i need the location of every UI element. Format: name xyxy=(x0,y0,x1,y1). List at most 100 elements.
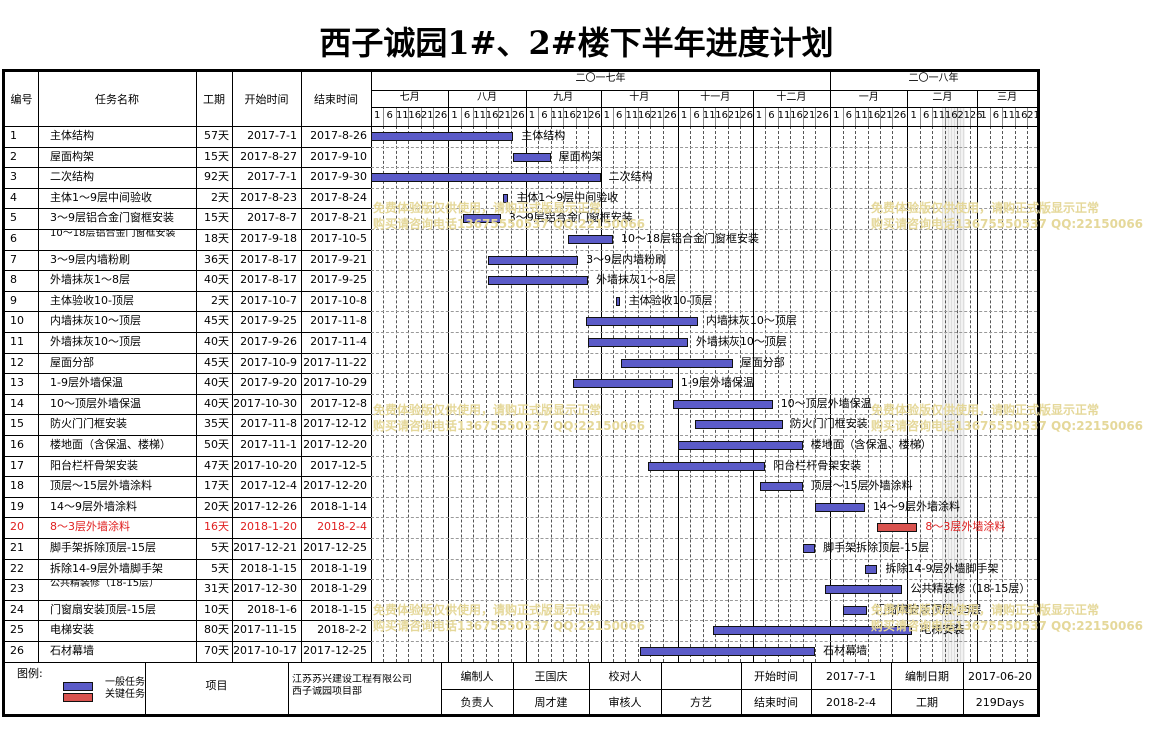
month-divider xyxy=(752,90,754,662)
task-end: 2017-9-10 xyxy=(310,149,367,163)
day-tick: 6 xyxy=(693,110,700,121)
task-start: 2017-9-20 xyxy=(240,376,297,390)
task-name: 楼地面（含保温、楼梯） xyxy=(50,438,171,451)
day-tick-line xyxy=(919,107,921,126)
column-divider xyxy=(38,72,39,662)
day-tick-line xyxy=(420,107,422,126)
day-tick-line xyxy=(613,107,614,126)
task-duration: 16天 xyxy=(204,520,229,534)
watermark-line-2: 购买请咨询电话13675550537 QQ:22150066 xyxy=(871,619,1144,633)
day-tick: 21 xyxy=(650,110,664,121)
day-tick: 16 xyxy=(790,110,803,121)
gantt-bar xyxy=(677,441,803,450)
footer-field: 王国庆 xyxy=(534,669,568,683)
header-line-2 xyxy=(371,107,1037,108)
task-name: 外墙抹灰10～顶层 xyxy=(50,335,141,348)
task-end: 2017-10-29 xyxy=(303,376,367,390)
task-name: 14～9层外墙涂料 xyxy=(50,499,137,513)
day-tick: 11 xyxy=(855,110,868,121)
task-start: 2017-8-17 xyxy=(240,273,297,287)
task-end: 2017-9-30 xyxy=(310,170,367,184)
month-label: 一月 xyxy=(858,92,879,103)
day-tick: 16 xyxy=(715,110,729,121)
day-tick-line xyxy=(408,107,410,126)
day-tick-line xyxy=(815,107,817,126)
task-start: 2017-8-23 xyxy=(240,190,297,204)
row-line xyxy=(5,558,371,560)
task-id: 14 xyxy=(10,396,24,410)
row-grid-line xyxy=(371,208,1037,210)
row-line xyxy=(5,393,371,395)
row-grid-line xyxy=(371,270,1037,272)
task-start: 2017-9-26 xyxy=(240,335,297,348)
footer-field: 校对人 xyxy=(608,669,642,683)
task-id: 26 xyxy=(10,644,24,657)
task-duration: 15天 xyxy=(204,149,229,163)
month-divider xyxy=(525,90,527,662)
task-duration: 15天 xyxy=(204,211,229,225)
task-end: 2017-9-25 xyxy=(310,273,367,287)
day-tick-line xyxy=(727,107,729,126)
day-tick: 6 xyxy=(845,110,852,121)
gantt-bar-label: 阳台栏杆骨架安装 xyxy=(773,458,862,472)
day-tick: 26 xyxy=(434,110,448,121)
task-duration: 36天 xyxy=(204,252,229,266)
task-name: 屋面构架 xyxy=(50,149,94,163)
day-tick: 21 xyxy=(420,110,434,121)
watermark-line-2: 购买请咨询电话13675550537 QQ:22150066 xyxy=(373,419,646,433)
task-duration: 47天 xyxy=(204,458,229,472)
task-duration: 57天 xyxy=(204,129,229,142)
watermark-line-1: 免费体验版仅供使用，请购正式版显示正常 xyxy=(373,201,602,215)
task-end: 2017-12-25 xyxy=(303,541,367,554)
gantt-bar-label: 3～9层铝合金门窗框安装 xyxy=(508,211,633,225)
task-end: 2017-11-8 xyxy=(310,314,367,328)
task-end: 2018-1-14 xyxy=(310,499,367,513)
footer-divider xyxy=(441,661,442,714)
gantt-bar xyxy=(672,399,773,409)
footer-divider xyxy=(145,661,146,714)
day-tick-line xyxy=(498,107,500,126)
day-tick: 21 xyxy=(498,110,511,121)
legend-normal-swatch xyxy=(63,681,93,691)
task-end: 2018-1-15 xyxy=(310,602,367,616)
task-end: 2017-11-22 xyxy=(303,355,367,369)
day-tick: 1 xyxy=(910,110,917,121)
gantt-bar-label: 公共精装修（18-15层） xyxy=(910,582,1031,596)
task-name: 门窗扇安装顶层-15层 xyxy=(50,602,156,616)
task-name: 8～3层外墙涂料 xyxy=(50,520,130,534)
day-tick: 16 xyxy=(637,110,651,121)
month-divider xyxy=(600,90,602,662)
gantt-bar xyxy=(488,255,579,265)
task-duration: 92天 xyxy=(204,170,229,184)
task-id: 23 xyxy=(10,582,24,596)
gantt-bar xyxy=(573,379,673,389)
task-start: 2017-11-1 xyxy=(240,438,297,451)
day-tick: 1 xyxy=(374,110,381,121)
watermark-line-1: 免费体验版仅供使用，请购正式版显示正常 xyxy=(373,603,602,617)
task-start: 2017-7-1 xyxy=(247,129,297,142)
gantt-bar-label: 门窗扇安装顶层-15层 xyxy=(875,602,982,616)
watermark-line-2: 购买请咨询电话13675550537 QQ:22150066 xyxy=(871,419,1144,433)
day-tick-line xyxy=(777,107,779,126)
task-id: 5 xyxy=(10,211,17,225)
day-tick-line xyxy=(957,107,959,126)
task-duration: 35天 xyxy=(204,417,229,431)
row-line xyxy=(5,373,371,375)
gantt-bar xyxy=(568,235,613,244)
gantt-bar xyxy=(640,647,816,656)
task-start: 2017-12-4 xyxy=(240,479,297,493)
month-label: 十月 xyxy=(629,92,650,103)
footer-divider xyxy=(811,661,812,714)
day-tick: 26 xyxy=(740,110,753,121)
task-name: 公共精装修（18-15层） xyxy=(50,579,160,590)
column-divider xyxy=(1037,72,1038,662)
task-name: 电梯安装 xyxy=(50,623,94,637)
month-label: 二月 xyxy=(932,92,953,103)
row-line xyxy=(5,249,371,251)
gantt-bar-label: 主体验收10-顶层 xyxy=(628,293,713,307)
task-id: 13 xyxy=(10,376,24,390)
row-grid-line xyxy=(371,187,1037,189)
day-tick: 26 xyxy=(588,110,601,121)
row-grid-line xyxy=(371,249,1037,251)
day-tick: 21 xyxy=(1027,110,1040,121)
